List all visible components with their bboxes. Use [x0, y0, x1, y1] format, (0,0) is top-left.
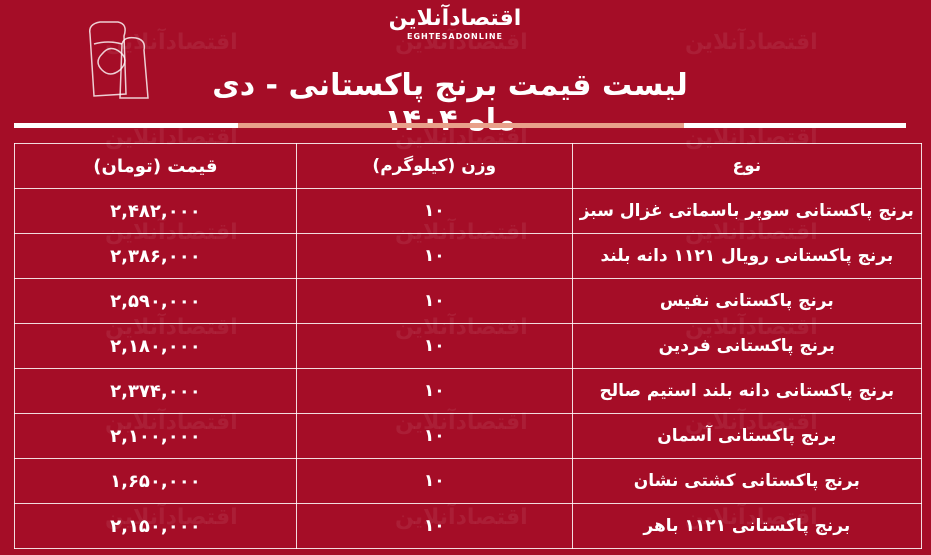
- cell-price: ۲,۱۸۰,۰۰۰: [14, 323, 297, 369]
- cell-price: ۲,۵۹۰,۰۰۰: [14, 278, 297, 324]
- table-row: برنج پاکستانی رویال ۱۱۲۱ دانه بلند ۱۰ ۲,۳۸…: [14, 233, 923, 279]
- table-row: برنج پاکستانی دانه بلند استیم صالح ۱۰ ۲,۳۷…: [14, 368, 923, 414]
- price-table: نوع وزن (کیلوگرم) قیمت (تومان) برنج پاکس…: [14, 143, 923, 549]
- logo-text-fa: اقتصادآنلاین: [388, 6, 522, 31]
- cell-price: ۲,۱۰۰,۰۰۰: [14, 413, 297, 459]
- rice-sacks-illustration: [80, 14, 170, 104]
- cell-type: برنج پاکستانی کشتی نشان: [571, 458, 923, 504]
- cell-type: برنج پاکستانی دانه بلند استیم صالح: [571, 368, 923, 414]
- cell-price: ۲,۴۸۲,۰۰۰: [14, 188, 297, 234]
- watermark-logo: اقتصادآنلاین: [685, 30, 818, 55]
- title-divider-accent: [238, 123, 684, 128]
- title-divider: [14, 123, 906, 128]
- cell-type: برنج پاکستانی آسمان: [571, 413, 923, 459]
- table-row: برنج پاکستانی سوپر باسماتی غزال سبز ۱۰ ۲,۴…: [14, 188, 923, 234]
- header-price: قیمت (تومان): [14, 143, 297, 189]
- cell-weight: ۱۰: [295, 368, 573, 414]
- cell-weight: ۱۰: [295, 233, 573, 279]
- cell-weight: ۱۰: [295, 458, 573, 504]
- table-row: برنج پاکستانی آسمان ۱۰ ۲,۱۰۰,۰۰۰: [14, 413, 923, 459]
- header-type: نوع: [571, 143, 923, 189]
- cell-weight: ۱۰: [295, 503, 573, 549]
- brand-logo: اقتصادآنلاین EGHTESADONLINE: [380, 6, 530, 41]
- cell-type: برنج پاکستانی رویال ۱۱۲۱ دانه بلند: [571, 233, 923, 279]
- cell-price: ۱,۶۵۰,۰۰۰: [14, 458, 297, 504]
- page-title: لیست قیمت برنج پاکستانی - دی ماه ۱۴۰۴: [212, 68, 688, 138]
- cell-type: برنج پاکستانی نفیس: [571, 278, 923, 324]
- cell-weight: ۱۰: [295, 188, 573, 234]
- cell-price: ۲,۳۷۴,۰۰۰: [14, 368, 297, 414]
- cell-type: برنج پاکستانی فردین: [571, 323, 923, 369]
- cell-weight: ۱۰: [295, 413, 573, 459]
- table-row: برنج پاکستانی فردین ۱۰ ۲,۱۸۰,۰۰۰: [14, 323, 923, 369]
- table-header-row: نوع وزن (کیلوگرم) قیمت (تومان): [14, 143, 923, 189]
- cell-type: برنج پاکستانی ۱۱۲۱ باهر: [571, 503, 923, 549]
- table-row: برنج پاکستانی نفیس ۱۰ ۲,۵۹۰,۰۰۰: [14, 278, 923, 324]
- cell-weight: ۱۰: [295, 323, 573, 369]
- cell-price: ۲,۳۸۶,۰۰۰: [14, 233, 297, 279]
- cell-price: ۲,۱۵۰,۰۰۰: [14, 503, 297, 549]
- cell-weight: ۱۰: [295, 278, 573, 324]
- cell-type: برنج پاکستانی سوپر باسماتی غزال سبز: [571, 188, 923, 234]
- table-row: برنج پاکستانی ۱۱۲۱ باهر ۱۰ ۲,۱۵۰,۰۰۰: [14, 503, 923, 549]
- table-row: برنج پاکستانی کشتی نشان ۱۰ ۱,۶۵۰,۰۰۰: [14, 458, 923, 504]
- logo-text-en: EGHTESADONLINE: [407, 32, 503, 41]
- header-weight: وزن (کیلوگرم): [295, 143, 573, 189]
